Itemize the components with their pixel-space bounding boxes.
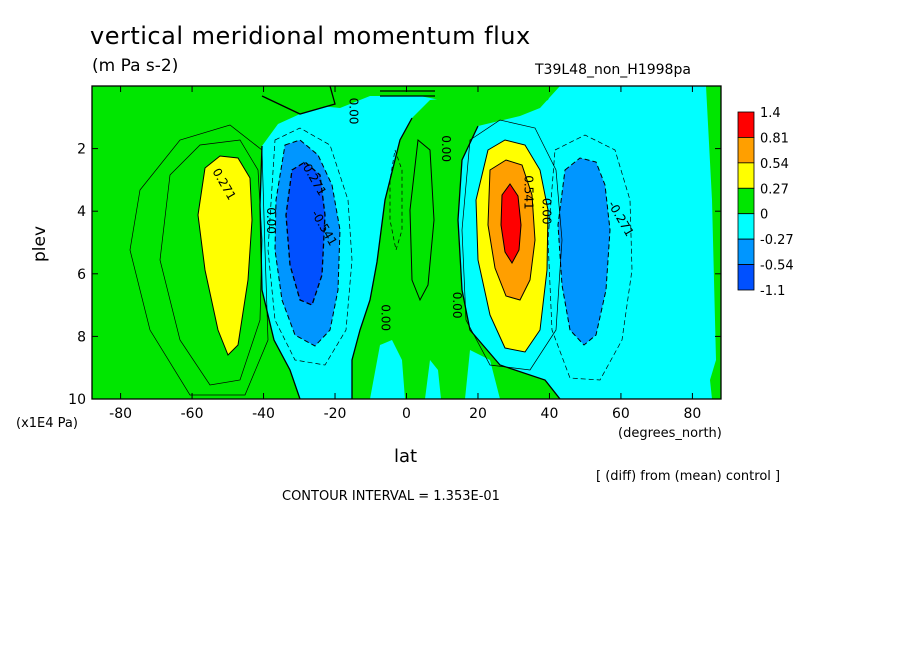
colorbar-swatch [737, 264, 755, 291]
colorbar-swatch [737, 111, 755, 138]
x-tick-label: 80 [683, 406, 701, 422]
y-tick-label: 8 [77, 329, 86, 345]
positive-strip-center [410, 140, 434, 300]
contour-interval: CONTOUR INTERVAL = 1.353E-01 [282, 489, 500, 504]
negative-region-southcore [286, 162, 325, 305]
x-tick-label: 40 [541, 406, 559, 422]
colorbar-swatch [737, 187, 755, 215]
colorbar-label: 0.54 [760, 157, 789, 172]
x-tick-label: 60 [612, 406, 630, 422]
colorbar-label: -0.54 [760, 259, 794, 274]
contour-lines [129, 86, 633, 399]
y-axis-units: (x1E4 Pa) [16, 416, 78, 431]
colorbar-label: 0.27 [760, 182, 789, 197]
y-axis: 2 4 6 8 10 [68, 142, 721, 408]
colorbar-label: 0 [760, 208, 768, 223]
y-tick-label: 2 [77, 142, 86, 158]
y-tick-label: 4 [77, 204, 86, 220]
x-axis-units: (degrees_north) [618, 426, 722, 441]
colorbar-label: 0.81 [760, 131, 789, 146]
colorbar-swatch [737, 137, 755, 164]
x-tick-label: -60 [181, 406, 204, 422]
colorbar-label: 1.4 [760, 106, 781, 121]
chart-units: (m Pa s-2) [92, 56, 179, 76]
positive-region-northred [501, 184, 521, 263]
positive-region-northpole [706, 86, 721, 399]
x-tick-label: -40 [252, 406, 275, 422]
x-axis-title: lat [394, 446, 418, 467]
colorbar-label: -1.1 [760, 284, 785, 299]
contour-label: 0.00 [264, 207, 278, 234]
colorbar-swatch [737, 238, 755, 265]
diff-note: [ (diff) from (mean) control ] [596, 469, 781, 484]
x-tick-label: -20 [324, 406, 347, 422]
positive-region-north [352, 86, 560, 399]
x-axis: -80 -60 -40 -20 0 20 40 60 80 [109, 86, 701, 422]
y-axis-title: plev [30, 225, 50, 262]
x-tick-label: 20 [469, 406, 487, 422]
contour-label: 0.00 [450, 292, 464, 319]
colorbar-swatch [737, 213, 755, 240]
x-tick-label: -80 [109, 406, 132, 422]
contour-label: 0.00 [346, 98, 360, 125]
y-tick-label: 10 [68, 392, 86, 408]
positive-region-southyellow [198, 156, 252, 355]
contour-label: 0.00 [378, 304, 392, 331]
chart-title: vertical meridional momentum flux [90, 22, 531, 50]
contour-label: 0.00 [439, 135, 453, 162]
x-tick-label: 0 [402, 406, 411, 422]
colorbar-label: -0.27 [760, 233, 794, 248]
negative-region-northmid [558, 158, 610, 345]
contour-label: 0.541 [521, 175, 535, 209]
run-name: T39L48_non_H1998pa [535, 62, 691, 78]
y-tick-label: 6 [77, 267, 86, 283]
colorbar-swatch [737, 162, 755, 189]
colorbar: 1.4 0.81 0.54 0.27 0 -0.27 -0.54 -1.1 [737, 106, 794, 299]
contour-label: 0.00 [539, 198, 553, 225]
